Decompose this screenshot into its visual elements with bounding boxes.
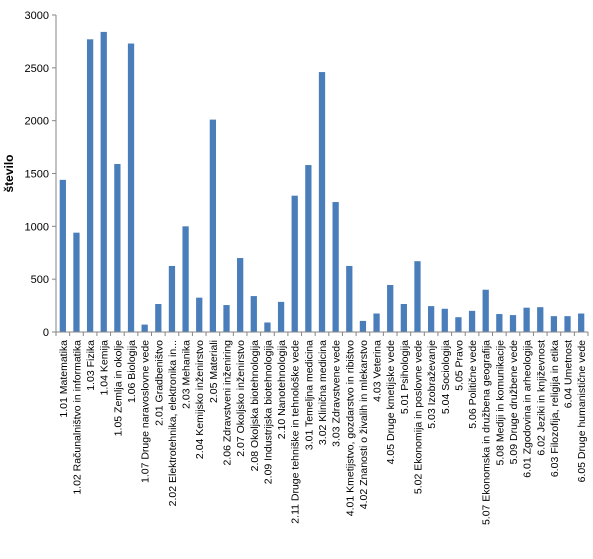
x-category-label: 2.04 Kemijsko inženirstvo: [194, 340, 206, 459]
x-category-label: 5.05 Pravo: [453, 340, 465, 391]
bar-21: [332, 202, 339, 332]
y-axis-title: število: [2, 154, 16, 192]
bar-8: [155, 303, 162, 332]
bar-6: [127, 43, 135, 332]
x-category-label: 2.07 Okoljsko inženirstvo: [235, 340, 247, 457]
bar-33: [496, 314, 503, 332]
y-tick-label: 2500: [25, 63, 49, 75]
x-category-label: 5.04 Sociologija: [440, 340, 452, 414]
bar-1: [59, 179, 66, 332]
bar-38: [564, 316, 571, 332]
x-category-label: 2.01 Gradbeništvo: [153, 340, 165, 426]
bar-17: [277, 301, 285, 332]
bar-9: [168, 265, 176, 332]
bar-13: [223, 305, 230, 332]
x-category-label: 1.01 Matematika: [58, 340, 70, 418]
bar-15: [250, 296, 257, 332]
x-category-label: 2.05 Materiali: [208, 340, 220, 403]
bar-25: [387, 284, 394, 332]
bar-31: [468, 310, 476, 332]
x-category-label: 2.02 Elektrotehnika, elektronika in...: [167, 340, 179, 506]
x-category-label: 1.04 Kemija: [99, 340, 111, 396]
x-category-label: 5.08 Mediji in komunikacije: [494, 340, 506, 466]
x-category-label: 5.09 Druge družbene vede: [508, 340, 520, 464]
bar-30: [455, 317, 462, 332]
y-tick-label: 1000: [25, 221, 49, 233]
x-category-label: 5.07 Ekonomska in družbena geografija: [481, 340, 493, 525]
bar-18: [291, 195, 298, 332]
x-category-label: 6.01 Zgodovina in arheologija: [522, 340, 534, 478]
bar-28: [427, 306, 435, 332]
x-category-label: 5.02 Ekonomija in poslovne vede: [412, 340, 424, 494]
y-tick-label: 3000: [25, 10, 49, 22]
bar-22: [346, 265, 353, 332]
y-tick-label: 1500: [25, 169, 49, 181]
x-category-label: 2.08 Okoljska biotehnologija: [249, 340, 261, 471]
x-category-label: 3.03 Zdravstvene vede: [331, 340, 343, 447]
x-category-label: 3.02 Klinična medicina: [317, 340, 329, 445]
x-category-label: 6.03 Filozofija, religija in etika: [549, 340, 561, 477]
bar-29: [441, 308, 448, 332]
bar-10: [182, 226, 189, 332]
x-category-label: 4.03 Veterina: [372, 340, 384, 402]
bar-37: [550, 316, 558, 332]
bar-23: [359, 320, 367, 332]
y-tick-label: 0: [43, 327, 49, 339]
bar-4: [100, 31, 107, 332]
bar-35: [523, 307, 530, 332]
bar-3: [86, 39, 94, 332]
x-category-label: 3.01 Temeljna medicina: [303, 340, 315, 450]
x-category-label: 6.05 Druge humanistične vede: [576, 340, 588, 483]
x-category-label: 2.09 Industrijska biotehnologija: [262, 340, 274, 484]
x-category-label: 5.06 Politične vede: [467, 340, 479, 429]
x-category-label: 6.04 Umetnost: [563, 340, 575, 408]
bar-2: [73, 232, 80, 332]
x-category-label: 4.05 Druge kmetijske vede: [385, 340, 397, 464]
x-category-label: 2.10 Nanotehnologija: [276, 340, 288, 439]
bar-20: [318, 72, 326, 332]
bar-26: [400, 303, 407, 332]
x-category-label: 1.03 Fizika: [85, 340, 97, 391]
bar-14: [237, 258, 244, 332]
x-category-label: 1.05 Zemlja in okolje: [112, 340, 124, 436]
x-category-label: 1.07 Druge naravoslovne vede: [140, 340, 152, 483]
bar-12: [209, 119, 217, 332]
bar-34: [509, 315, 517, 332]
y-tick-label: 500: [31, 274, 49, 286]
bar-36: [537, 307, 544, 332]
x-category-label: 4.01 Kmetijstvo, gozdarstvo in ribištvo: [344, 340, 356, 516]
bar-11: [196, 297, 203, 332]
bar-27: [414, 261, 421, 332]
y-tick-label: 2000: [25, 116, 49, 128]
bar-5: [114, 163, 121, 332]
bar-39: [578, 313, 585, 332]
x-category-label: 2.11 Druge tehniške in tehnološke vede: [290, 340, 302, 524]
x-category-label: 6.02 Jeziki in književnost: [535, 340, 547, 456]
x-category-label: 5.03 Izobraževanje: [426, 340, 438, 429]
bar-32: [482, 289, 489, 332]
x-category-label: 2.06 Zdravstveni inženiring: [222, 340, 234, 466]
bar-7: [141, 324, 148, 332]
bar-24: [373, 313, 380, 332]
x-category-label: 1.02 Računalništvo in informatika: [71, 340, 83, 495]
x-category-label: 5.01 Psihologija: [399, 340, 411, 414]
x-category-label: 4.02 Znanosti o živalih in mlekarstvo: [358, 340, 370, 509]
bar-16: [264, 322, 271, 332]
bar-19: [305, 165, 312, 332]
x-category-label: 1.06 Biologija: [126, 340, 138, 403]
x-category-label: 2.03 Mehanika: [181, 340, 193, 409]
